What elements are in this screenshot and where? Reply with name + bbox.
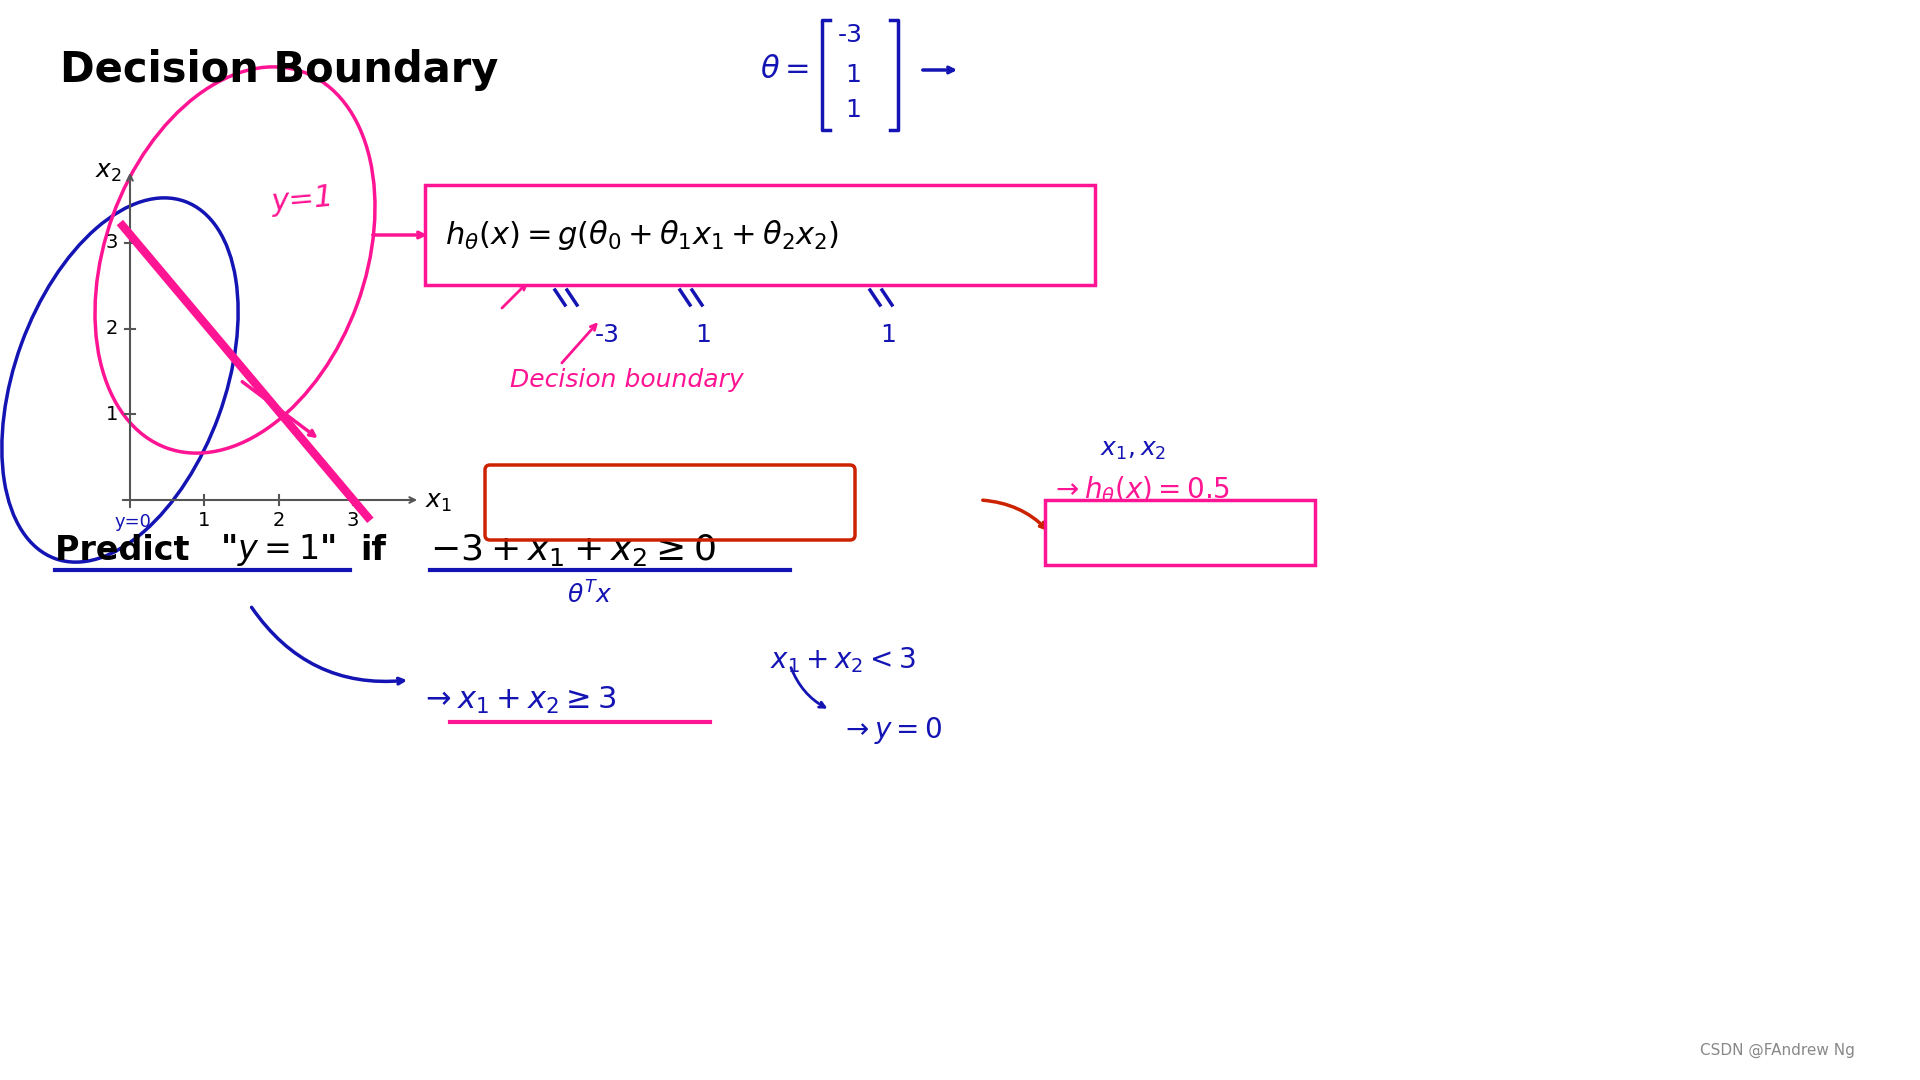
Text: $h_\theta(x) = g(\theta_0 + \theta_1 x_1 + \theta_2 x_2)$: $h_\theta(x) = g(\theta_0 + \theta_1 x_1… (445, 218, 839, 252)
Text: 1: 1 (845, 98, 860, 122)
Text: $\rightarrow h_\theta(x) = 0.5$: $\rightarrow h_\theta(x) = 0.5$ (1050, 474, 1231, 505)
Text: if: if (361, 534, 386, 567)
FancyBboxPatch shape (1044, 500, 1315, 565)
Text: $-3 + x_1 + x_2 \geq 0$: $-3 + x_1 + x_2 \geq 0$ (430, 532, 716, 568)
Text: 3: 3 (348, 511, 359, 529)
Text: $x_1 + x_2 = 3$: $x_1 + x_2 = 3$ (1066, 518, 1210, 548)
Text: 1: 1 (695, 323, 710, 347)
Text: y=0: y=0 (115, 513, 152, 531)
Text: 1: 1 (845, 63, 860, 87)
Text: 3: 3 (106, 233, 119, 253)
Text: $\theta^T x$: $\theta^T x$ (566, 581, 612, 609)
Text: 1: 1 (198, 511, 211, 529)
Text: Predict: Predict (56, 534, 202, 567)
Text: $x_1, x_2$: $x_1, x_2$ (1100, 438, 1165, 462)
Text: y=1: y=1 (271, 183, 336, 217)
Text: Decision boundary: Decision boundary (511, 368, 743, 392)
Text: 2: 2 (273, 511, 284, 529)
Text: 2: 2 (106, 319, 119, 338)
Text: $\theta =$: $\theta =$ (760, 55, 808, 84)
Text: $\rightarrow x_1 + x_2 \geq 3$: $\rightarrow x_1 + x_2 \geq 3$ (420, 685, 616, 716)
Text: $\rightarrow y = 0$: $\rightarrow y = 0$ (841, 715, 943, 745)
Text: -3: -3 (837, 23, 862, 48)
Text: 1: 1 (879, 323, 897, 347)
Text: 1: 1 (106, 405, 119, 423)
Text: $x_2$: $x_2$ (94, 160, 121, 184)
Text: $x_1 + x_2 < 3$: $x_1 + x_2 < 3$ (770, 645, 916, 675)
FancyBboxPatch shape (424, 185, 1094, 285)
Text: Decision Boundary: Decision Boundary (60, 49, 499, 91)
Text: CSDN @FAndrew Ng: CSDN @FAndrew Ng (1699, 1042, 1855, 1057)
Text: "$y = 1$": "$y = 1$" (221, 532, 336, 568)
Text: $x_1$: $x_1$ (424, 490, 451, 514)
Text: -3: -3 (595, 323, 620, 347)
